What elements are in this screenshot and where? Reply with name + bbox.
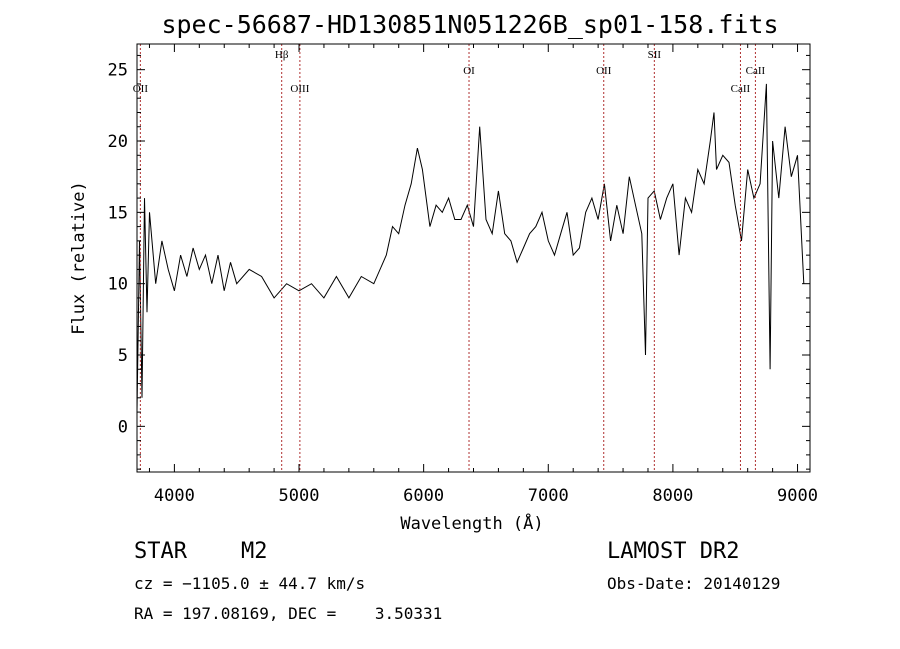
axes: 4000 5000 6000 7000 8000 9000 0 5 10 15 20 25 <box>108 43 818 506</box>
line-markers: OII Hβ OIII OI OII SII CaII CaII <box>133 44 766 472</box>
spectral-line-label: SII <box>648 49 662 61</box>
y-tick-label: 5 <box>118 346 128 366</box>
survey-name: LAMOST DR2 <box>607 539 740 564</box>
x-axis-label: Wavelength (Å) <box>400 512 543 534</box>
plot-frame <box>136 43 811 473</box>
y-tick-label: 20 <box>108 132 128 152</box>
x-tick-label: 5000 <box>279 486 320 506</box>
spectral-line-label: OIII <box>290 83 309 95</box>
spectrum-series-line <box>136 83 805 413</box>
y-tick-label: 0 <box>118 417 128 437</box>
x-tick-label: 7000 <box>528 486 569 506</box>
spectral-line-label: CaII <box>731 83 751 95</box>
y-tick-label: 10 <box>108 275 128 295</box>
spectral-line-label: OII <box>596 65 612 77</box>
obs-date: Obs-Date: 20140129 <box>607 574 781 593</box>
plot-area <box>136 83 805 413</box>
y-axis-label: Flux (relative) <box>69 181 89 335</box>
spectral-line-label: OII <box>133 83 149 95</box>
coordinates: RA = 197.08169, DEC = 3.50331 <box>134 604 443 623</box>
x-tick-label: 4000 <box>154 486 195 506</box>
object-subclass: M2 <box>241 539 268 564</box>
chart-title: spec-56687-HD130851N051226B_sp01-158.fit… <box>161 10 778 39</box>
object-class: STAR <box>134 539 187 564</box>
spectral-line-label: Hβ <box>275 49 289 61</box>
x-tick-label: 8000 <box>652 486 693 506</box>
spectral-line-label: OI <box>463 65 475 77</box>
y-tick-label: 25 <box>108 61 128 81</box>
y-tick-label: 15 <box>108 203 128 223</box>
x-tick-label: 9000 <box>777 486 818 506</box>
spectral-line-label: CaII <box>746 65 766 77</box>
x-tick-label: 6000 <box>403 486 444 506</box>
redshift-readout: cz = −1105.0 ± 44.7 km/s <box>134 574 366 593</box>
